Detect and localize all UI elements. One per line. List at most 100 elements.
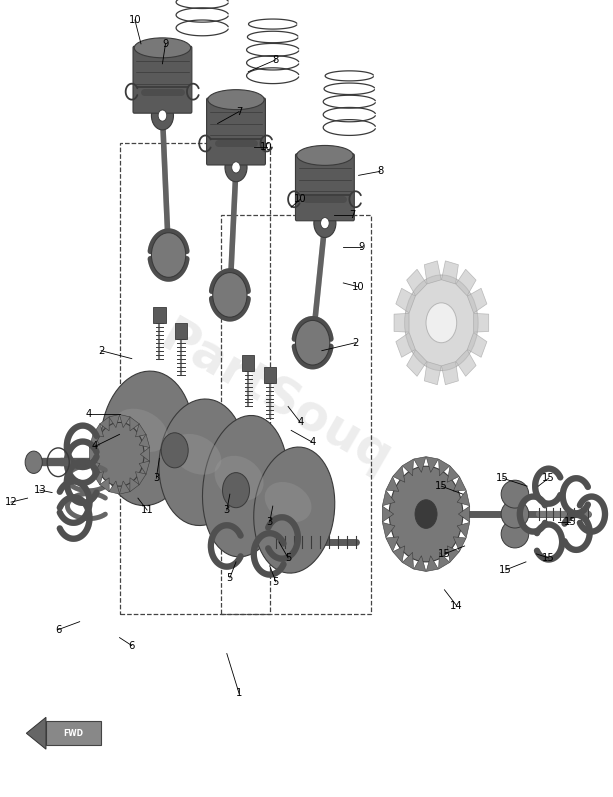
Polygon shape: [402, 552, 414, 569]
Polygon shape: [394, 313, 409, 332]
Text: 5: 5: [227, 573, 233, 583]
Text: 7: 7: [236, 107, 242, 116]
Polygon shape: [393, 546, 405, 562]
Ellipse shape: [215, 456, 264, 501]
Text: 7: 7: [349, 210, 356, 220]
Bar: [221, 215, 371, 614]
Polygon shape: [456, 269, 476, 296]
Polygon shape: [135, 472, 146, 485]
Polygon shape: [414, 457, 426, 473]
Ellipse shape: [134, 38, 191, 58]
Polygon shape: [457, 490, 470, 506]
Ellipse shape: [501, 520, 528, 548]
FancyBboxPatch shape: [207, 98, 265, 165]
Polygon shape: [100, 417, 109, 431]
Circle shape: [389, 466, 463, 562]
Polygon shape: [383, 522, 395, 538]
Polygon shape: [467, 332, 487, 357]
Circle shape: [151, 101, 173, 130]
Text: 1: 1: [236, 689, 242, 698]
Text: 9: 9: [359, 242, 365, 252]
Bar: [175, 323, 187, 339]
Polygon shape: [441, 261, 459, 284]
Circle shape: [415, 500, 437, 528]
Polygon shape: [457, 522, 470, 538]
Ellipse shape: [501, 501, 528, 528]
Polygon shape: [453, 537, 466, 552]
Circle shape: [225, 153, 247, 182]
Text: 10: 10: [294, 194, 306, 204]
Polygon shape: [396, 289, 416, 313]
Polygon shape: [89, 447, 99, 461]
Text: 6: 6: [129, 641, 135, 650]
Text: 15: 15: [438, 549, 451, 559]
Polygon shape: [120, 414, 130, 428]
Circle shape: [223, 473, 249, 508]
Text: 12: 12: [5, 497, 17, 507]
Text: 15: 15: [543, 473, 555, 483]
Polygon shape: [447, 546, 459, 562]
Polygon shape: [474, 313, 489, 332]
Text: 15: 15: [435, 481, 447, 491]
Ellipse shape: [254, 447, 335, 573]
Text: 10: 10: [261, 143, 273, 152]
Polygon shape: [386, 477, 399, 491]
Text: 4: 4: [92, 442, 98, 451]
Polygon shape: [459, 506, 470, 522]
Polygon shape: [426, 457, 438, 473]
Polygon shape: [467, 289, 487, 313]
Polygon shape: [89, 461, 100, 474]
Circle shape: [232, 162, 240, 173]
Text: 15: 15: [564, 517, 576, 527]
Text: 3: 3: [224, 505, 230, 515]
Text: 2: 2: [98, 346, 104, 355]
Polygon shape: [438, 459, 450, 476]
Text: 4: 4: [310, 438, 316, 447]
Polygon shape: [456, 350, 476, 376]
Polygon shape: [383, 506, 394, 522]
Polygon shape: [406, 350, 427, 376]
Polygon shape: [383, 490, 395, 506]
Text: 15: 15: [497, 473, 509, 483]
Polygon shape: [140, 447, 150, 461]
Polygon shape: [393, 466, 405, 482]
Bar: [153, 307, 166, 323]
Polygon shape: [100, 477, 109, 492]
Polygon shape: [396, 332, 416, 357]
Polygon shape: [135, 424, 146, 437]
Bar: [242, 355, 254, 371]
Ellipse shape: [202, 415, 288, 557]
Ellipse shape: [208, 90, 264, 110]
Text: 11: 11: [141, 505, 153, 515]
Circle shape: [295, 320, 330, 365]
Polygon shape: [130, 477, 139, 492]
Text: 15: 15: [500, 565, 512, 575]
Text: 14: 14: [451, 601, 463, 611]
Polygon shape: [26, 717, 46, 749]
Ellipse shape: [171, 434, 221, 475]
Circle shape: [405, 275, 478, 371]
Polygon shape: [93, 472, 104, 485]
Text: PartSouq: PartSouq: [151, 313, 400, 484]
Polygon shape: [406, 269, 427, 296]
Polygon shape: [109, 414, 120, 428]
Polygon shape: [453, 477, 466, 491]
Text: 3: 3: [153, 473, 159, 483]
Polygon shape: [109, 481, 120, 494]
Circle shape: [426, 303, 457, 343]
Polygon shape: [139, 461, 150, 474]
Polygon shape: [46, 721, 101, 745]
Polygon shape: [414, 556, 426, 571]
Polygon shape: [386, 537, 399, 552]
Circle shape: [161, 433, 188, 468]
Polygon shape: [426, 556, 438, 571]
Text: 4: 4: [297, 418, 303, 427]
Polygon shape: [424, 362, 441, 385]
Text: 15: 15: [543, 553, 555, 563]
Polygon shape: [402, 459, 414, 476]
Circle shape: [314, 209, 336, 238]
Ellipse shape: [265, 482, 311, 522]
Ellipse shape: [114, 409, 168, 452]
Circle shape: [321, 218, 329, 229]
Text: 8: 8: [273, 55, 279, 65]
